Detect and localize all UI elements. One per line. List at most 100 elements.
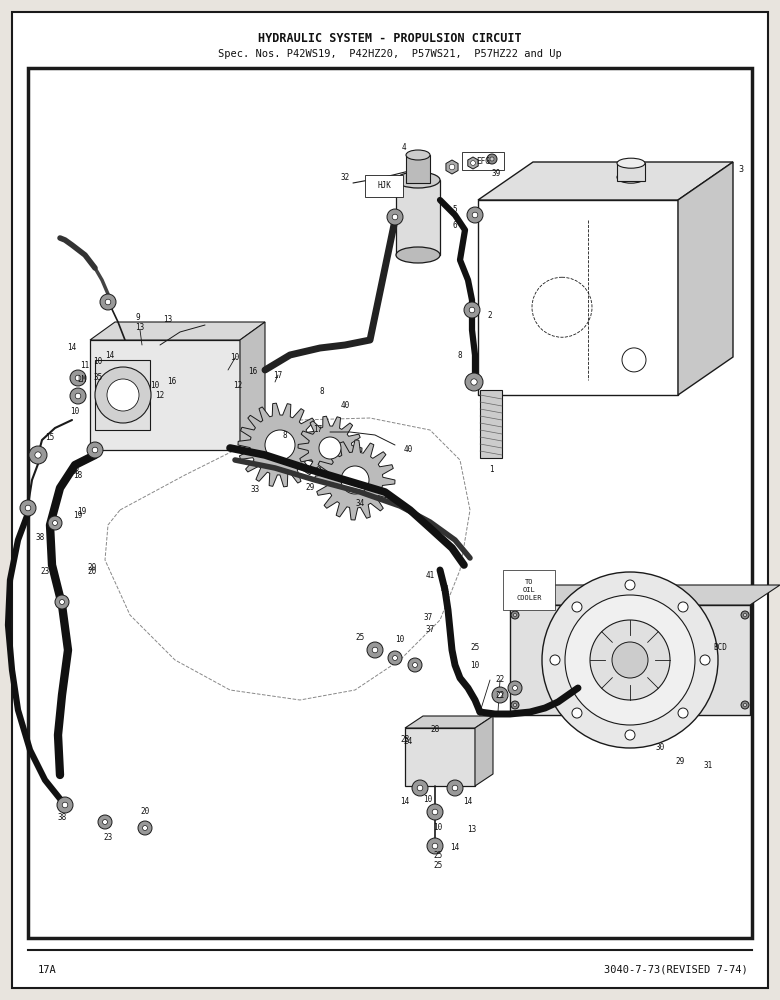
Circle shape [678, 602, 688, 612]
Circle shape [590, 620, 670, 700]
Text: 20: 20 [87, 568, 97, 576]
Circle shape [59, 600, 65, 604]
Circle shape [35, 452, 41, 458]
Text: 10: 10 [470, 660, 480, 670]
Ellipse shape [617, 158, 645, 168]
Circle shape [490, 157, 494, 161]
Text: 4: 4 [402, 143, 406, 152]
Circle shape [138, 821, 152, 835]
Circle shape [511, 701, 519, 709]
Circle shape [70, 388, 86, 404]
Text: 25: 25 [434, 860, 442, 869]
Text: 13: 13 [163, 316, 172, 324]
Text: 20: 20 [140, 808, 150, 816]
Circle shape [625, 730, 635, 740]
Circle shape [565, 595, 695, 725]
Text: 22: 22 [495, 676, 505, 684]
Text: 23: 23 [41, 568, 50, 576]
Circle shape [52, 521, 58, 525]
Circle shape [700, 655, 710, 665]
Circle shape [467, 207, 483, 223]
Text: 37: 37 [425, 626, 434, 635]
Text: 8: 8 [282, 430, 287, 440]
Circle shape [743, 703, 746, 707]
Text: 10: 10 [70, 408, 80, 416]
Circle shape [57, 797, 73, 813]
Circle shape [48, 516, 62, 530]
Circle shape [341, 466, 369, 494]
Text: 25: 25 [470, 644, 480, 652]
Circle shape [319, 437, 341, 459]
Text: 10: 10 [395, 636, 405, 645]
Text: 13: 13 [136, 324, 144, 332]
Text: HYDRAULIC SYSTEM - PROPULSION CIRCUIT: HYDRAULIC SYSTEM - PROPULSION CIRCUIT [258, 31, 522, 44]
Text: 8: 8 [320, 387, 324, 396]
Bar [510, 605, 750, 715]
Text: 10: 10 [424, 796, 433, 804]
Polygon shape [678, 162, 733, 395]
Ellipse shape [617, 171, 645, 183]
Circle shape [388, 651, 402, 665]
Circle shape [92, 447, 98, 453]
Circle shape [513, 703, 516, 707]
Text: 35: 35 [94, 373, 103, 382]
Circle shape [497, 692, 503, 698]
Bar [480, 390, 502, 458]
Circle shape [465, 373, 483, 391]
Circle shape [55, 595, 69, 609]
Circle shape [432, 809, 438, 815]
Text: 8: 8 [458, 351, 463, 360]
Circle shape [62, 802, 68, 808]
Text: TO
OIL
COOLER: TO OIL COOLER [516, 580, 542, 600]
Circle shape [392, 656, 398, 660]
Circle shape [265, 430, 295, 460]
Text: 18: 18 [70, 468, 80, 477]
Text: EFG: EFG [476, 156, 490, 165]
Text: 3040-7-73(REVISED 7-74): 3040-7-73(REVISED 7-74) [604, 965, 748, 975]
Text: HJK: HJK [377, 182, 391, 190]
Text: BCD: BCD [713, 644, 727, 652]
Circle shape [470, 161, 475, 165]
Text: 28: 28 [431, 726, 440, 734]
Bar [365, 175, 403, 197]
Circle shape [427, 838, 443, 854]
Circle shape [743, 613, 746, 617]
Text: 33: 33 [250, 486, 260, 494]
Text: 1: 1 [489, 466, 493, 475]
Text: 12: 12 [155, 390, 165, 399]
Text: 17: 17 [273, 370, 282, 379]
Text: 32: 32 [340, 174, 349, 182]
Text: 14: 14 [450, 844, 459, 852]
Circle shape [25, 505, 30, 511]
Text: 30: 30 [655, 744, 665, 752]
Circle shape [511, 611, 519, 619]
Circle shape [612, 642, 648, 678]
Text: 41: 41 [441, 585, 449, 594]
Circle shape [105, 299, 111, 305]
Text: 17A: 17A [38, 965, 57, 975]
Circle shape [20, 500, 36, 516]
Text: 17: 17 [314, 426, 323, 434]
Text: 14: 14 [400, 798, 410, 806]
Circle shape [471, 379, 477, 385]
Circle shape [75, 375, 81, 381]
Circle shape [508, 681, 522, 695]
Text: 9: 9 [136, 314, 140, 322]
Text: 34: 34 [356, 499, 364, 508]
Text: 41: 41 [425, 570, 434, 580]
Text: 25: 25 [356, 634, 364, 643]
Circle shape [487, 154, 497, 164]
Text: 37: 37 [424, 613, 433, 622]
Ellipse shape [396, 247, 440, 263]
Circle shape [417, 785, 423, 791]
Circle shape [100, 294, 116, 310]
Text: 20: 20 [87, 564, 97, 572]
Circle shape [75, 393, 81, 399]
Circle shape [102, 820, 108, 824]
Polygon shape [478, 200, 678, 395]
Bar [617, 163, 645, 181]
Text: 10: 10 [94, 358, 103, 366]
Polygon shape [298, 416, 362, 480]
Circle shape [452, 785, 458, 791]
Circle shape [513, 613, 516, 617]
